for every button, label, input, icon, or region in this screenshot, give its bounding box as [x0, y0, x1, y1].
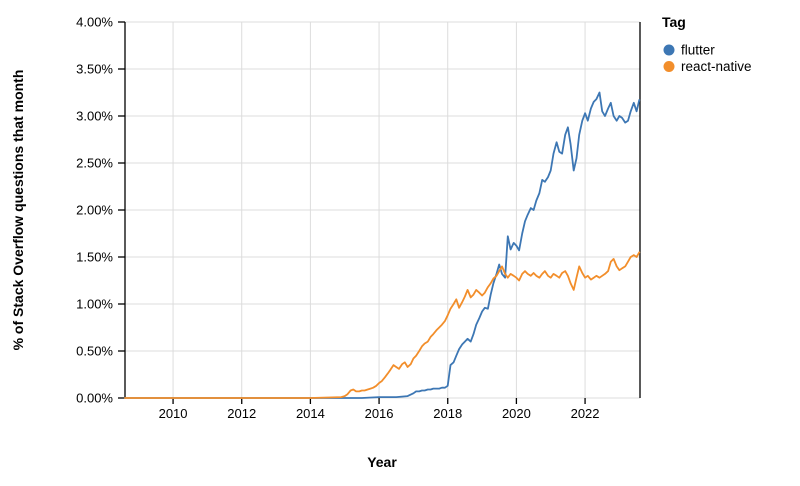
y-tick-label: 1.00%	[76, 297, 113, 312]
flutter-line	[124, 91, 641, 399]
x-tick-label: 2010	[159, 406, 188, 421]
axis-ticks	[118, 21, 586, 404]
x-tick-label: 2016	[365, 406, 394, 421]
axis-tick-labels: 0.00% 0.50% 1.00% 1.50% 2.00% 2.50% 3.00% 3.50%…	[76, 15, 599, 422]
y-axis-title: % of Stack Overflow questions that month	[10, 70, 26, 351]
y-tick-label: 0.50%	[76, 344, 113, 359]
legend-marker-flutter	[663, 44, 675, 56]
x-tick-label: 2020	[502, 406, 531, 421]
gridlines	[125, 21, 640, 399]
legend-label-react-native: react-native	[681, 59, 752, 74]
x-tick-label: 2014	[296, 406, 325, 421]
x-tick-label: 2012	[227, 406, 256, 421]
data-series	[124, 91, 641, 399]
y-tick-label: 3.00%	[76, 109, 113, 124]
y-tick-label: 3.50%	[76, 62, 113, 77]
legend-title: Tag	[662, 14, 686, 30]
y-tick-label: 2.50%	[76, 156, 113, 171]
legend-marker-react-native	[663, 61, 675, 72]
x-tick-label: 2022	[571, 406, 600, 421]
x-axis-title: Year	[367, 454, 397, 470]
y-tick-label: 1.50%	[76, 250, 113, 265]
y-tick-label: 4.00%	[76, 15, 113, 30]
x-tick-label: 2018	[433, 406, 462, 421]
y-tick-label: 0.00%	[76, 391, 113, 406]
legend-label-flutter: flutter	[681, 43, 715, 58]
react-native-line	[124, 251, 641, 399]
y-tick-label: 2.00%	[76, 203, 113, 218]
